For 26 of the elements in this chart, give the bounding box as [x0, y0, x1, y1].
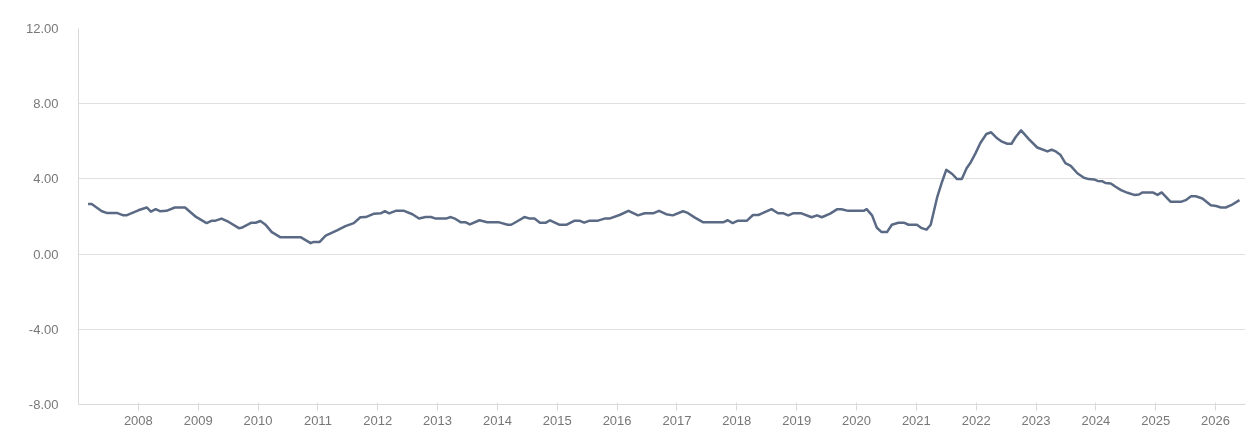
- x-tick-label: 2009: [183, 412, 213, 428]
- x-tick-label: 2013: [423, 412, 453, 428]
- x-tick-label: 2012: [363, 412, 393, 428]
- line-series: [86, 129, 1241, 245]
- x-tick-label: 2011: [303, 412, 332, 428]
- x-tick-label: 2025: [1141, 412, 1171, 428]
- x-tick-label: 2010: [243, 412, 273, 428]
- x-tick-label: 2023: [1021, 412, 1051, 428]
- x-tick-label: 2019: [782, 412, 812, 428]
- x-tick-label: 2021: [901, 412, 931, 428]
- x-tick-label: 2020: [842, 412, 871, 428]
- x-tick-label: 2026: [1201, 412, 1231, 428]
- y-tick-label: 4.00: [33, 171, 59, 187]
- x-tick-label: 2017: [662, 412, 692, 428]
- x-tick-label: 2014: [482, 412, 512, 428]
- x-tick-label: 2016: [602, 412, 632, 428]
- x-tick-label: 2008: [123, 412, 153, 428]
- y-tick-label: 12.00: [25, 21, 59, 36]
- x-tick-label: 2024: [1081, 412, 1111, 428]
- x-tick-label: 2022: [961, 412, 991, 428]
- x-tick-label: 2015: [542, 412, 572, 428]
- y-tick-label: 0.00: [33, 246, 59, 262]
- y-tick-label: 8.00: [33, 96, 59, 112]
- y-tick-label: -4.00: [28, 321, 59, 337]
- y-tick-label: -8.00: [28, 397, 59, 412]
- x-tick-label: 2018: [722, 412, 752, 428]
